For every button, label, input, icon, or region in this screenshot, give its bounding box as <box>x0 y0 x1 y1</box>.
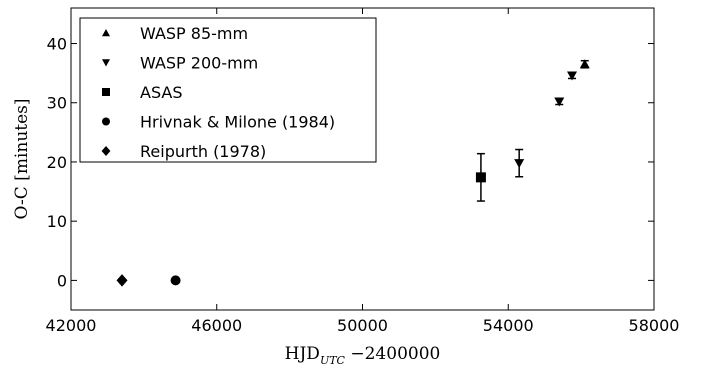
data-markers <box>116 59 590 287</box>
y-tick-label: 30 <box>47 94 67 113</box>
legend-box <box>79 17 377 163</box>
x-axis-label: HJDUTC −2400000 <box>285 344 441 367</box>
legend-marker <box>101 146 111 156</box>
data-point <box>567 71 578 81</box>
y-tick-label: 40 <box>47 35 67 54</box>
data-point <box>514 159 525 169</box>
x-tick-label: 50000 <box>337 316 388 335</box>
axis-ticks: 42000 46000 50000 54000 58000 0 10 20 30 40 <box>46 8 680 335</box>
legend-label: WASP 200-mm <box>140 54 258 73</box>
legend-label: Hrivnak & Milone (1984) <box>140 113 335 132</box>
x-tick-label: 58000 <box>629 316 680 335</box>
legend-label: ASAS <box>140 83 183 102</box>
x-tick-label: 46000 <box>191 316 242 335</box>
x-tick-label: 42000 <box>46 316 97 335</box>
data-point <box>116 274 128 287</box>
x-axis-label-subscript: UTC <box>320 354 346 367</box>
y-tick-label: 20 <box>47 153 67 172</box>
data-point <box>475 172 486 183</box>
x-axis-label-offset: −2400000 <box>345 344 440 364</box>
legend-marker <box>102 117 110 126</box>
legend: WASP 85-mm WASP 200-mm ASAS Hrivnak & Milon… <box>79 17 377 163</box>
x-tick-label: 54000 <box>483 316 534 335</box>
y-axis-label: O-C [minutes] <box>12 98 32 219</box>
y-tick-label: 10 <box>47 212 67 231</box>
y-tick-label: 0 <box>57 271 67 290</box>
legend-label: WASP 85-mm <box>140 24 248 43</box>
legend-marker <box>102 88 110 96</box>
data-point <box>170 275 181 286</box>
legend-marker <box>102 29 110 37</box>
legend-marker <box>102 59 110 67</box>
legend-label: Reipurth (1978) <box>140 142 266 161</box>
data-point <box>579 59 590 69</box>
x-axis-label-main: HJD <box>285 344 320 364</box>
data-point <box>554 97 565 107</box>
